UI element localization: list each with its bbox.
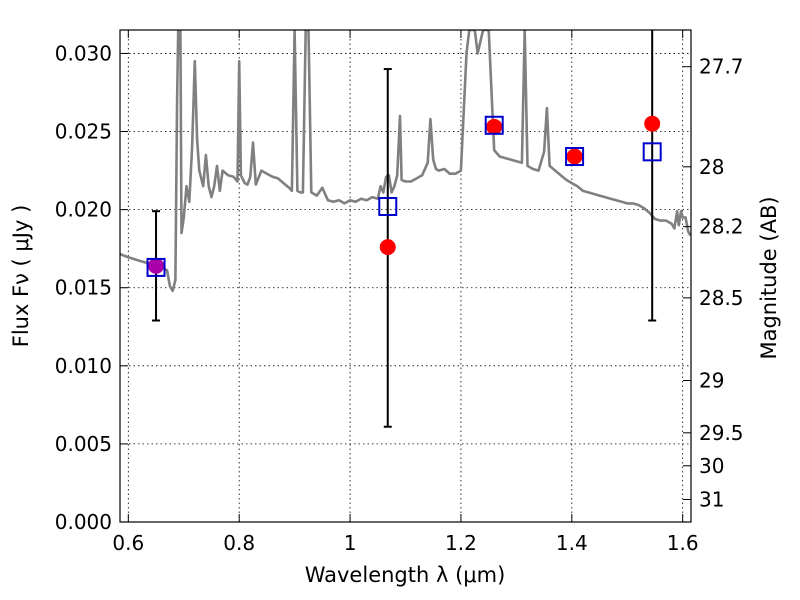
- y-tick-label: 0.005: [55, 432, 112, 456]
- y-tick-label: 0.000: [55, 510, 112, 534]
- model-photometry-point: [378, 196, 398, 216]
- x-tick-label: 1.4: [556, 531, 588, 555]
- model-photometry-point: [146, 257, 166, 277]
- y2-tick-label: 28.5: [699, 286, 744, 310]
- observed-flux-point: [379, 239, 396, 256]
- grid-lines: [120, 30, 691, 523]
- x-axis-label: Wavelength λ (μm): [305, 563, 506, 587]
- y-axis-label: Flux Fν ( μJy ): [9, 205, 33, 348]
- y2-axis-label: Magnitude (AB): [757, 196, 781, 359]
- plot-area: [120, 30, 691, 428]
- x-tick-label: 0.6: [112, 531, 144, 555]
- series-layer: [120, 30, 691, 428]
- observed-flux-point: [148, 257, 165, 274]
- y-tick-label: 0.020: [55, 198, 112, 222]
- y2-axis: 27.7 28 28.2 28.5 29 29.5 30 31: [683, 55, 744, 512]
- y2-tick-label: 31: [699, 488, 724, 512]
- model-photometry-point: [565, 147, 585, 167]
- y-tick-label: 0.030: [55, 41, 112, 65]
- y2-tick-label: 30: [699, 454, 724, 478]
- y-tick-label: 0.015: [55, 276, 112, 300]
- y2-tick-label: 28: [699, 155, 724, 179]
- y2-tick-label: 29: [699, 368, 724, 392]
- observed-flux-point: [566, 148, 583, 165]
- x-tick-label: 1.2: [445, 531, 477, 555]
- y-tick-label: 0.025: [55, 120, 112, 144]
- y2-tick-label: 28.2: [699, 215, 744, 239]
- observed-flux-point: [644, 115, 661, 132]
- y2-tick-label: 27.7: [699, 55, 744, 79]
- y-tick-label: 0.010: [55, 354, 112, 378]
- model-photometry-point: [642, 142, 662, 162]
- x-axis: 0.6 0.8 1 1.2 1.4 1.6: [112, 30, 699, 555]
- y-axis: 0.000 0.005 0.010 0.015 0.020 0.025 0.030: [55, 41, 128, 534]
- x-tick-label: 0.8: [223, 531, 255, 555]
- model-photometry-point: [484, 115, 504, 135]
- plot-frame: [119, 29, 692, 523]
- x-tick-label: 1.6: [667, 531, 699, 555]
- x-tick-label: 1: [344, 531, 357, 555]
- observed-flux-point: [486, 118, 503, 135]
- model-spectrum-line: [120, 30, 691, 293]
- y2-tick-label: 29.5: [699, 421, 744, 445]
